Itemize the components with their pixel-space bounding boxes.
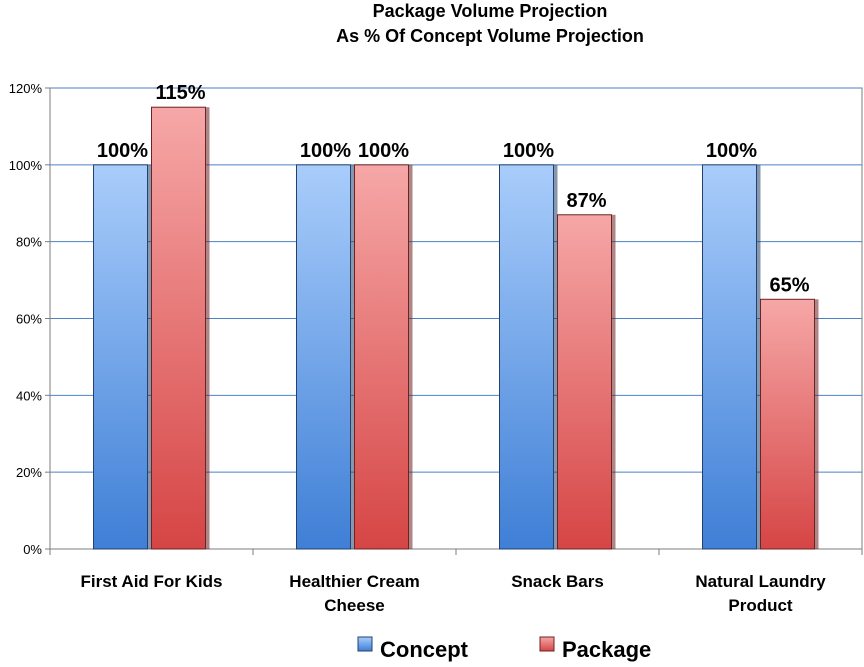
bar-shade <box>611 214 616 549</box>
bar-package <box>354 164 409 550</box>
data-label: 100% <box>358 140 409 162</box>
bar-shade <box>147 164 152 550</box>
bar-shade <box>408 164 413 550</box>
bar-concept <box>499 164 554 550</box>
y-tick-label: 40% <box>16 388 42 403</box>
bar-shade <box>205 107 210 549</box>
bar-package <box>760 298 815 550</box>
legend: Concept Package <box>357 636 651 662</box>
data-label: 87% <box>566 190 606 212</box>
data-label: 100% <box>503 140 554 162</box>
legend-label-concept: Concept <box>380 637 469 662</box>
category-label: Snack Bars <box>511 572 604 591</box>
bar-concept <box>296 164 351 550</box>
data-label: 115% <box>155 82 205 104</box>
category-label: Cheese <box>324 596 384 615</box>
data-label: 65% <box>769 274 809 296</box>
category-label: Product <box>728 596 793 615</box>
bar-shade <box>350 164 355 550</box>
y-tick-label: 0% <box>23 542 42 557</box>
chart-title: Package Volume Projection <box>373 1 608 21</box>
legend-swatch-concept <box>357 636 373 652</box>
chart-subtitle: As % Of Concept Volume Projection <box>336 26 644 46</box>
bar-shade <box>814 299 819 549</box>
y-tick-label: 80% <box>16 235 42 250</box>
data-label: 100% <box>300 140 351 162</box>
bar-shade <box>756 164 761 550</box>
category-label: First Aid For Kids <box>81 572 223 591</box>
y-tick-label: 60% <box>16 312 42 327</box>
bar-package <box>557 214 612 550</box>
bar-package <box>151 106 206 550</box>
legend-swatch-package <box>539 636 555 652</box>
y-tick-label: 100% <box>9 158 43 173</box>
category-label: Healthier Cream <box>289 572 419 591</box>
legend-label-package: Package <box>562 637 651 662</box>
bar-concept <box>702 164 757 550</box>
bar-shade <box>553 164 558 550</box>
plot-area: 0% 20% 40% 60% 80% 100% 120% 100% 115% First Aid … <box>9 81 863 615</box>
bar-concept <box>93 164 148 550</box>
data-label: 100% <box>97 140 148 162</box>
data-label: 100% <box>706 140 757 162</box>
category-label: Natural Laundry <box>695 572 826 591</box>
y-tick-label: 120% <box>9 81 43 96</box>
y-tick-label: 20% <box>16 465 42 480</box>
